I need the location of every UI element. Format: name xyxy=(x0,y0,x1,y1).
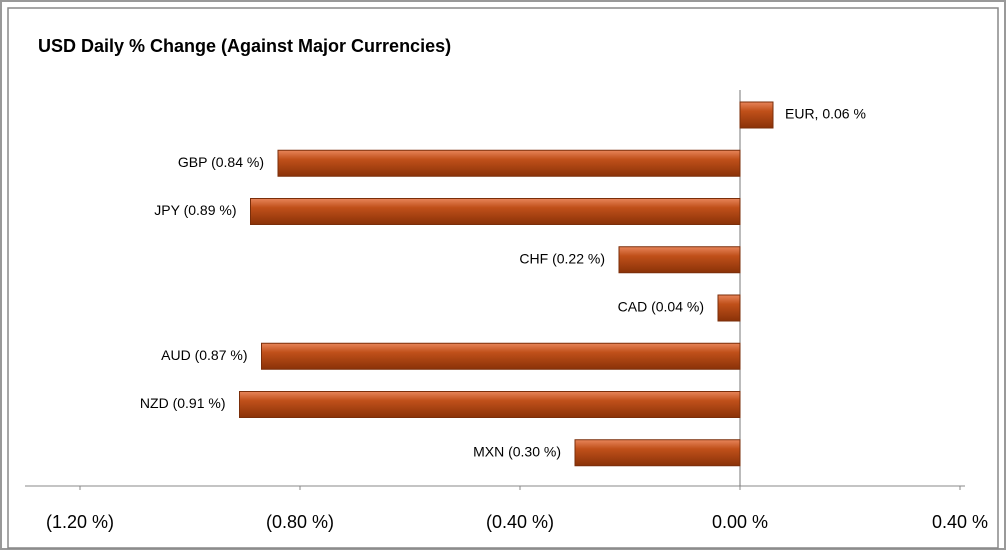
data-label: AUD (0.87 %) xyxy=(161,347,247,363)
bar xyxy=(574,439,741,467)
data-label: NZD (0.91 %) xyxy=(140,395,226,411)
x-tick-label: (1.20 %) xyxy=(46,512,114,532)
x-tick-label: (0.80 %) xyxy=(266,512,334,532)
data-label: JPY (0.89 %) xyxy=(154,202,236,218)
bar xyxy=(261,342,741,370)
bar xyxy=(277,149,741,177)
chart-title: USD Daily % Change (Against Major Curren… xyxy=(38,36,451,56)
x-tick-label: 0.40 % xyxy=(932,512,988,532)
data-label: CHF (0.22 %) xyxy=(519,250,605,266)
bar xyxy=(618,246,741,274)
bar xyxy=(739,101,774,129)
bar xyxy=(239,391,741,418)
data-label: MXN (0.30 %) xyxy=(473,443,561,459)
data-label: EUR, 0.06 % xyxy=(785,106,866,122)
bar xyxy=(717,294,741,322)
inner-frame xyxy=(7,7,999,549)
data-label: CAD (0.04 %) xyxy=(618,299,704,315)
data-label: GBP (0.84 %) xyxy=(178,154,264,170)
bar xyxy=(250,198,741,225)
x-tick-label: (0.40 %) xyxy=(486,512,554,532)
x-tick-label: 0.00 % xyxy=(712,512,768,532)
